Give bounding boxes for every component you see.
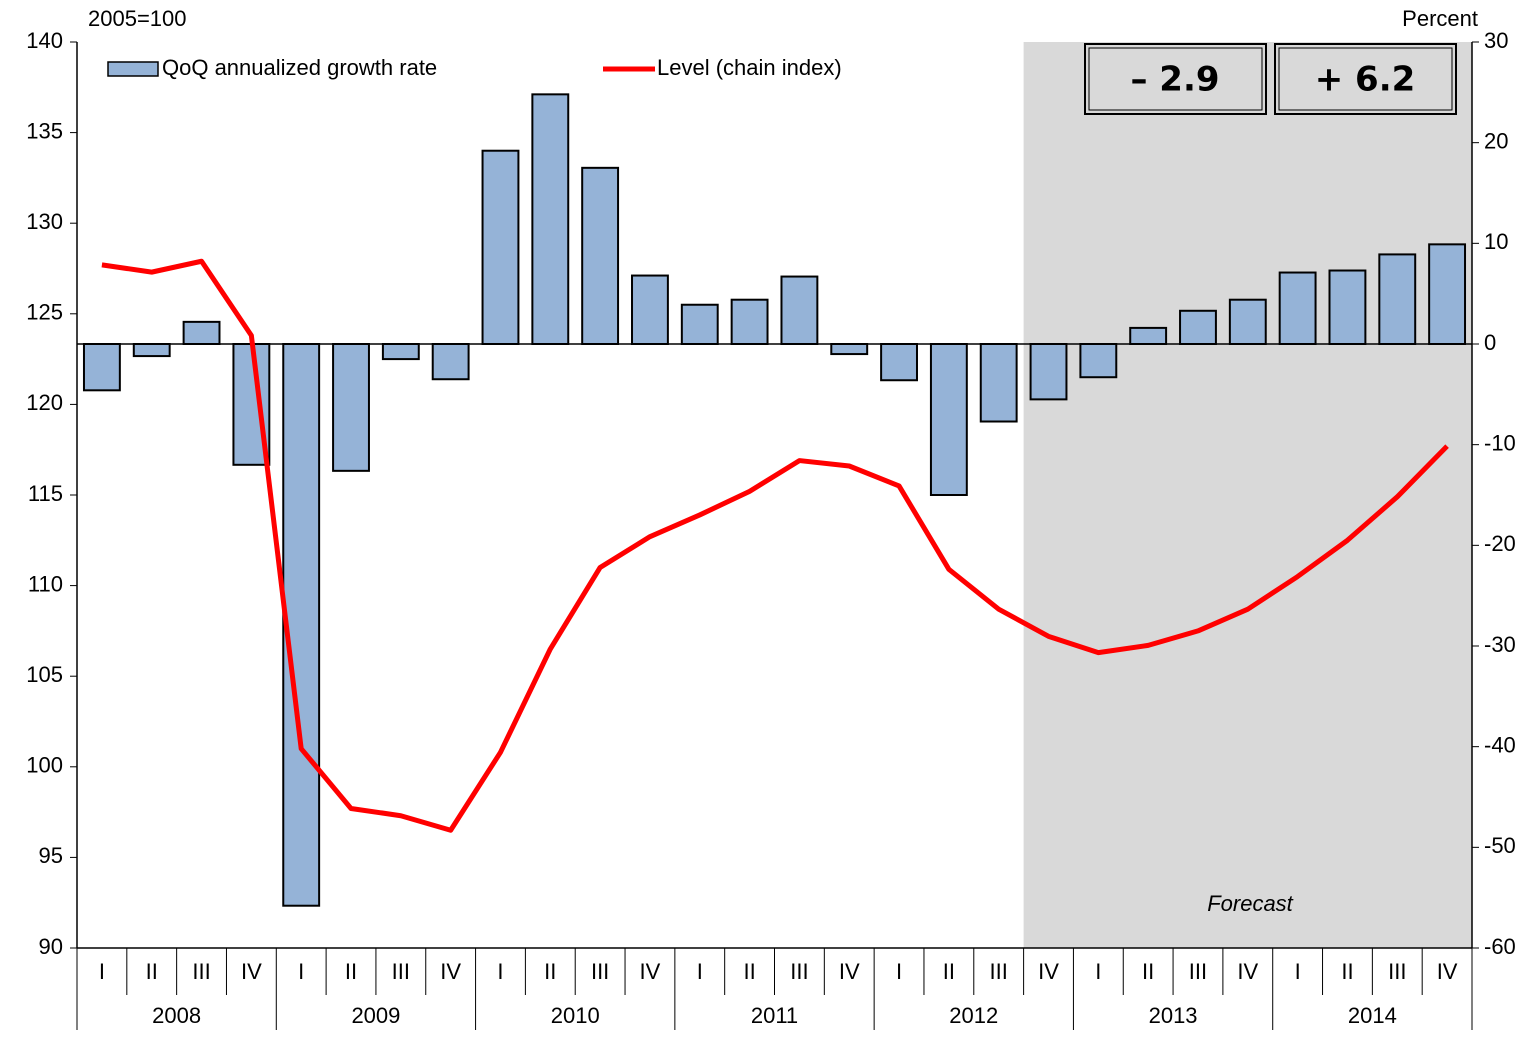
bar [880, 343, 918, 382]
bar [182, 320, 221, 345]
bar [1428, 243, 1467, 345]
x-tick-label: III [990, 959, 1008, 984]
bar [481, 149, 520, 345]
x-tick-label: IV [1437, 959, 1458, 984]
x-tick-label: IV [241, 959, 262, 984]
y2-tick-label: -30 [1484, 632, 1516, 657]
bar [581, 166, 620, 345]
y-tick-label: 95 [39, 843, 63, 868]
x-tick-label: III [790, 959, 808, 984]
y-tick-label: 125 [26, 300, 63, 325]
right-axis-label: Percent [1402, 6, 1478, 31]
x-tick-label: IV [440, 959, 461, 984]
y-tick-label: 100 [26, 753, 63, 778]
annotation: – 2.9 [1130, 60, 1219, 100]
y2-tick-label: -20 [1484, 531, 1516, 556]
x-tick-label: II [743, 959, 755, 984]
bar [381, 343, 420, 361]
bar [332, 343, 370, 472]
bar [680, 303, 719, 345]
x-tick-label: IV [640, 959, 661, 984]
bar [1179, 309, 1217, 345]
x-tick-label: I [1295, 959, 1301, 984]
legend-swatch [107, 61, 159, 77]
bar [1328, 269, 1367, 345]
x-tick-label: III [1189, 959, 1207, 984]
x-tick-label: II [1142, 959, 1154, 984]
year-label: 2010 [551, 1003, 600, 1028]
y-tick-label: 130 [26, 209, 63, 234]
bar [631, 274, 669, 345]
x-tick-label: II [943, 959, 955, 984]
bar [1378, 253, 1417, 345]
bar [1129, 326, 1168, 346]
y-tick-label: 110 [28, 571, 63, 596]
x-tick-label: II [1341, 959, 1353, 984]
x-tick-label: IV [839, 959, 860, 984]
x-tick-label: IV [1038, 959, 1059, 984]
bar [1228, 298, 1267, 345]
x-tick-label: III [392, 959, 410, 984]
y2-tick-label: 20 [1484, 128, 1508, 153]
bar [780, 275, 819, 346]
forecast-area [1023, 42, 1472, 948]
year-label: 2011 [751, 1003, 798, 1028]
y-tick-label: 135 [26, 118, 63, 143]
x-tick-label: III [1388, 959, 1406, 984]
bar [830, 343, 869, 356]
y-tick-label: 120 [26, 390, 63, 415]
x-tick-label: I [896, 959, 902, 984]
y2-tick-label: -50 [1484, 833, 1516, 858]
annotation-box [1084, 43, 1267, 115]
y-tick-label: 140 [26, 28, 63, 53]
x-tick-label: II [544, 959, 556, 984]
x-tick-label: II [146, 959, 158, 984]
level-line [101, 258, 1449, 833]
left-axis-label: 2005=100 [88, 6, 187, 31]
y2-tick-label: -40 [1484, 732, 1516, 757]
year-label: 2013 [1149, 1003, 1198, 1028]
bar [282, 343, 321, 907]
y2-tick-label: 10 [1484, 229, 1508, 254]
bar [1278, 271, 1317, 346]
year-label: 2012 [949, 1003, 998, 1028]
annotation-box-inner [1088, 47, 1263, 111]
y-tick-label: 115 [28, 481, 63, 506]
y2-tick-label: -60 [1484, 934, 1516, 959]
year-label: 2014 [1348, 1003, 1397, 1028]
bar [730, 298, 769, 345]
bar [1079, 343, 1118, 379]
x-tick-label: III [591, 959, 609, 984]
x-tick-label: III [192, 959, 210, 984]
x-tick-label: I [99, 959, 105, 984]
legend-label: QoQ annualized growth rate [162, 55, 437, 80]
y2-tick-label: 0 [1484, 330, 1496, 355]
legend-label: Level (chain index) [657, 55, 842, 80]
x-tick-label: IV [1237, 959, 1258, 984]
x-tick-label: I [497, 959, 503, 984]
bar [531, 93, 570, 345]
year-label: 2008 [152, 1003, 201, 1028]
forecast-label: Forecast [1207, 891, 1293, 916]
y-tick-label: 105 [26, 662, 63, 687]
annotation-box [1274, 43, 1457, 115]
x-tick-label: I [1095, 959, 1101, 984]
annotation: + 6.2 [1315, 60, 1416, 100]
x-tick-label: II [345, 959, 357, 984]
bar [1029, 343, 1068, 401]
annotation-box-inner [1278, 47, 1453, 111]
bar [431, 343, 470, 381]
y-tick-label: 90 [39, 934, 63, 959]
bar [82, 343, 121, 392]
bar [132, 343, 171, 358]
y2-tick-label: -10 [1484, 430, 1516, 455]
bar [979, 343, 1018, 423]
x-tick-label: I [697, 959, 703, 984]
y2-tick-label: 30 [1484, 28, 1508, 53]
year-label: 2009 [351, 1003, 400, 1028]
x-tick-label: I [298, 959, 304, 984]
bar [929, 343, 968, 496]
